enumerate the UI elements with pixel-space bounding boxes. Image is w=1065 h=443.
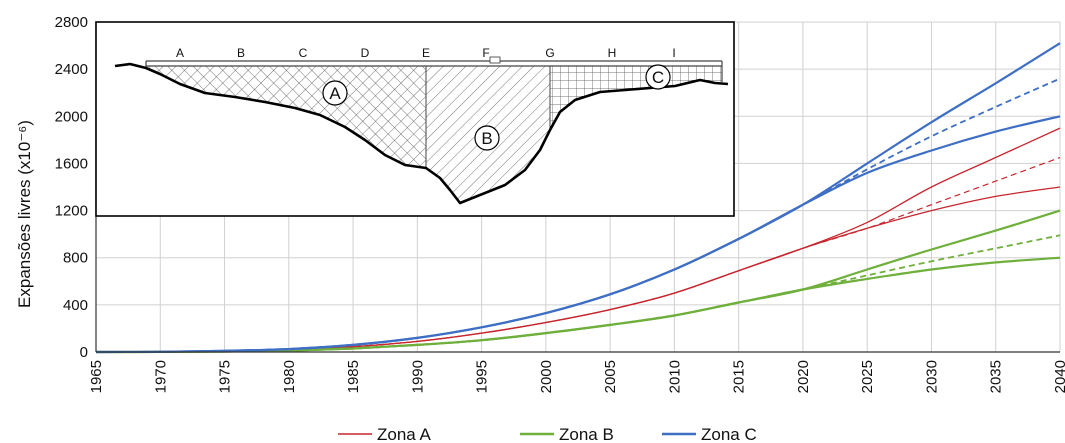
- section-letters: A B C D E F G H I: [176, 46, 676, 60]
- section-letter: A: [176, 46, 184, 60]
- x-tick-label: 1995: [474, 360, 491, 393]
- section-letter: F: [482, 46, 489, 60]
- legend-label-zona-a: Zona A: [377, 425, 432, 443]
- y-tick-label: 0: [80, 344, 88, 361]
- y-tick-label: 2800: [55, 14, 88, 31]
- section-letter: E: [422, 46, 430, 60]
- legend-label-zona-c: Zona C: [701, 425, 757, 443]
- y-tick-labels: 0 400 800 1200 1600 2000 2400 2800: [55, 14, 88, 361]
- x-tick-label: 1965: [88, 360, 105, 393]
- x-tick-label: 2025: [859, 360, 876, 393]
- zone-label-c: C: [645, 64, 671, 90]
- series-line-zona-c-solid: [95, 115, 1061, 354]
- zone-c-area: [550, 66, 722, 130]
- x-tick-label: 1985: [345, 360, 362, 393]
- x-tick-label: 1990: [409, 360, 426, 393]
- x-tick-label: 2000: [538, 360, 555, 393]
- x-tick-label: 2005: [602, 360, 619, 393]
- x-tick-label: 2020: [795, 360, 812, 393]
- x-tick-label: 2015: [731, 360, 748, 393]
- y-tick-label: 2000: [55, 108, 88, 125]
- x-tick-label: 2035: [988, 360, 1005, 393]
- terrain-profile: [114, 62, 729, 205]
- section-letter: C: [299, 46, 308, 60]
- plot-lines: [95, 42, 1061, 354]
- x-tick-label: 2040: [1052, 360, 1065, 393]
- x-tick-labels: 1965 1970 1975 1980 1985 1990 1995 2000 2005 2010…: [88, 360, 1065, 393]
- y-tick-label: 1600: [55, 155, 88, 172]
- series-line-zona-b-dashed: [95, 234, 1061, 353]
- y-axis-label: Expansões livres (x10⁻⁶): [15, 120, 34, 308]
- svg-text:B: B: [481, 129, 492, 148]
- zone-label-b: B: [474, 125, 500, 151]
- section-letter: H: [608, 46, 617, 60]
- legend-label-zona-b: Zona B: [559, 425, 614, 443]
- zone-a-area: [146, 66, 426, 168]
- survey-marker-icon: [489, 56, 501, 64]
- section-letter: I: [672, 46, 675, 60]
- x-tick-label: 2030: [923, 360, 940, 393]
- zone-label-a: A: [322, 80, 348, 106]
- x-tick-label: 2010: [666, 360, 683, 393]
- section-letter: G: [545, 46, 554, 60]
- section-letter: D: [361, 46, 370, 60]
- svg-text:A: A: [329, 84, 341, 103]
- section-letter: B: [237, 46, 245, 60]
- legend: Zona A Zona B Zona C: [338, 425, 757, 443]
- svg-text:C: C: [652, 68, 664, 87]
- y-tick-label: 400: [63, 297, 88, 314]
- series-line-zona-b-solid: [95, 209, 1061, 354]
- cross-section-inset: A B C D E F G H I A B C: [95, 21, 735, 217]
- y-tick-label: 2400: [55, 61, 88, 78]
- x-tick-label: 1975: [217, 360, 234, 393]
- x-tick-label: 1980: [281, 360, 298, 393]
- y-tick-label: 1200: [55, 203, 88, 220]
- y-tick-label: 800: [63, 250, 88, 267]
- x-tick-label: 1970: [152, 360, 169, 393]
